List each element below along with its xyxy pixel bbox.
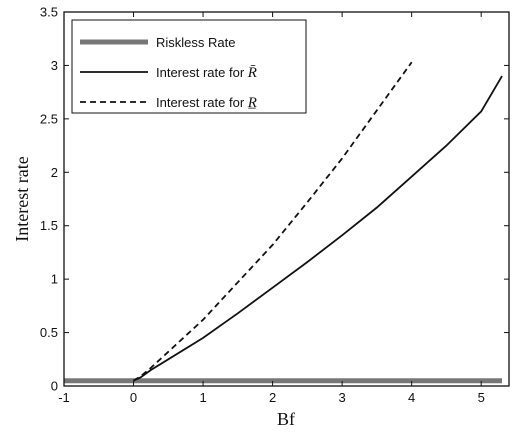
x-tick-label: 0 — [130, 390, 137, 405]
y-tick-label: 3 — [51, 58, 58, 73]
series-line-2 — [133, 75, 503, 382]
x-tick-label: 1 — [199, 390, 206, 405]
x-axis-title: Bf — [277, 409, 295, 429]
y-tick-label: 0.5 — [40, 325, 58, 340]
legend: Riskless Rate Interest rate for R̄ Interes… — [71, 19, 307, 114]
y-axis-title: Interest rate — [12, 156, 32, 241]
legend-label-3: Interest rate for R̲ — [156, 95, 257, 111]
x-tick-label: 5 — [478, 390, 485, 405]
y-tick-label: 2.5 — [40, 111, 58, 126]
x-tick-label: 4 — [408, 390, 415, 405]
legend-label-1: Riskless Rate — [156, 35, 235, 50]
y-tick-label: 0 — [51, 379, 58, 394]
y-tick-label: 1.5 — [40, 218, 58, 233]
x-tick-label: 3 — [339, 390, 346, 405]
legend-label-2: Interest rate for R̄ — [156, 65, 257, 81]
axis-ticks: -1 0 1 2 3 4 500.511.522.533.5 — [40, 5, 509, 405]
series-line-3 — [133, 61, 413, 382]
series-layer — [64, 61, 503, 384]
plot-frame — [63, 11, 510, 387]
y-tick-label: 3.5 — [40, 5, 58, 20]
legend-box — [71, 19, 307, 114]
x-tick-label: 2 — [269, 390, 276, 405]
y-tick-label: 1 — [51, 272, 58, 287]
x-tick-label: -1 — [58, 390, 70, 405]
y-tick-label: 2 — [51, 165, 58, 180]
